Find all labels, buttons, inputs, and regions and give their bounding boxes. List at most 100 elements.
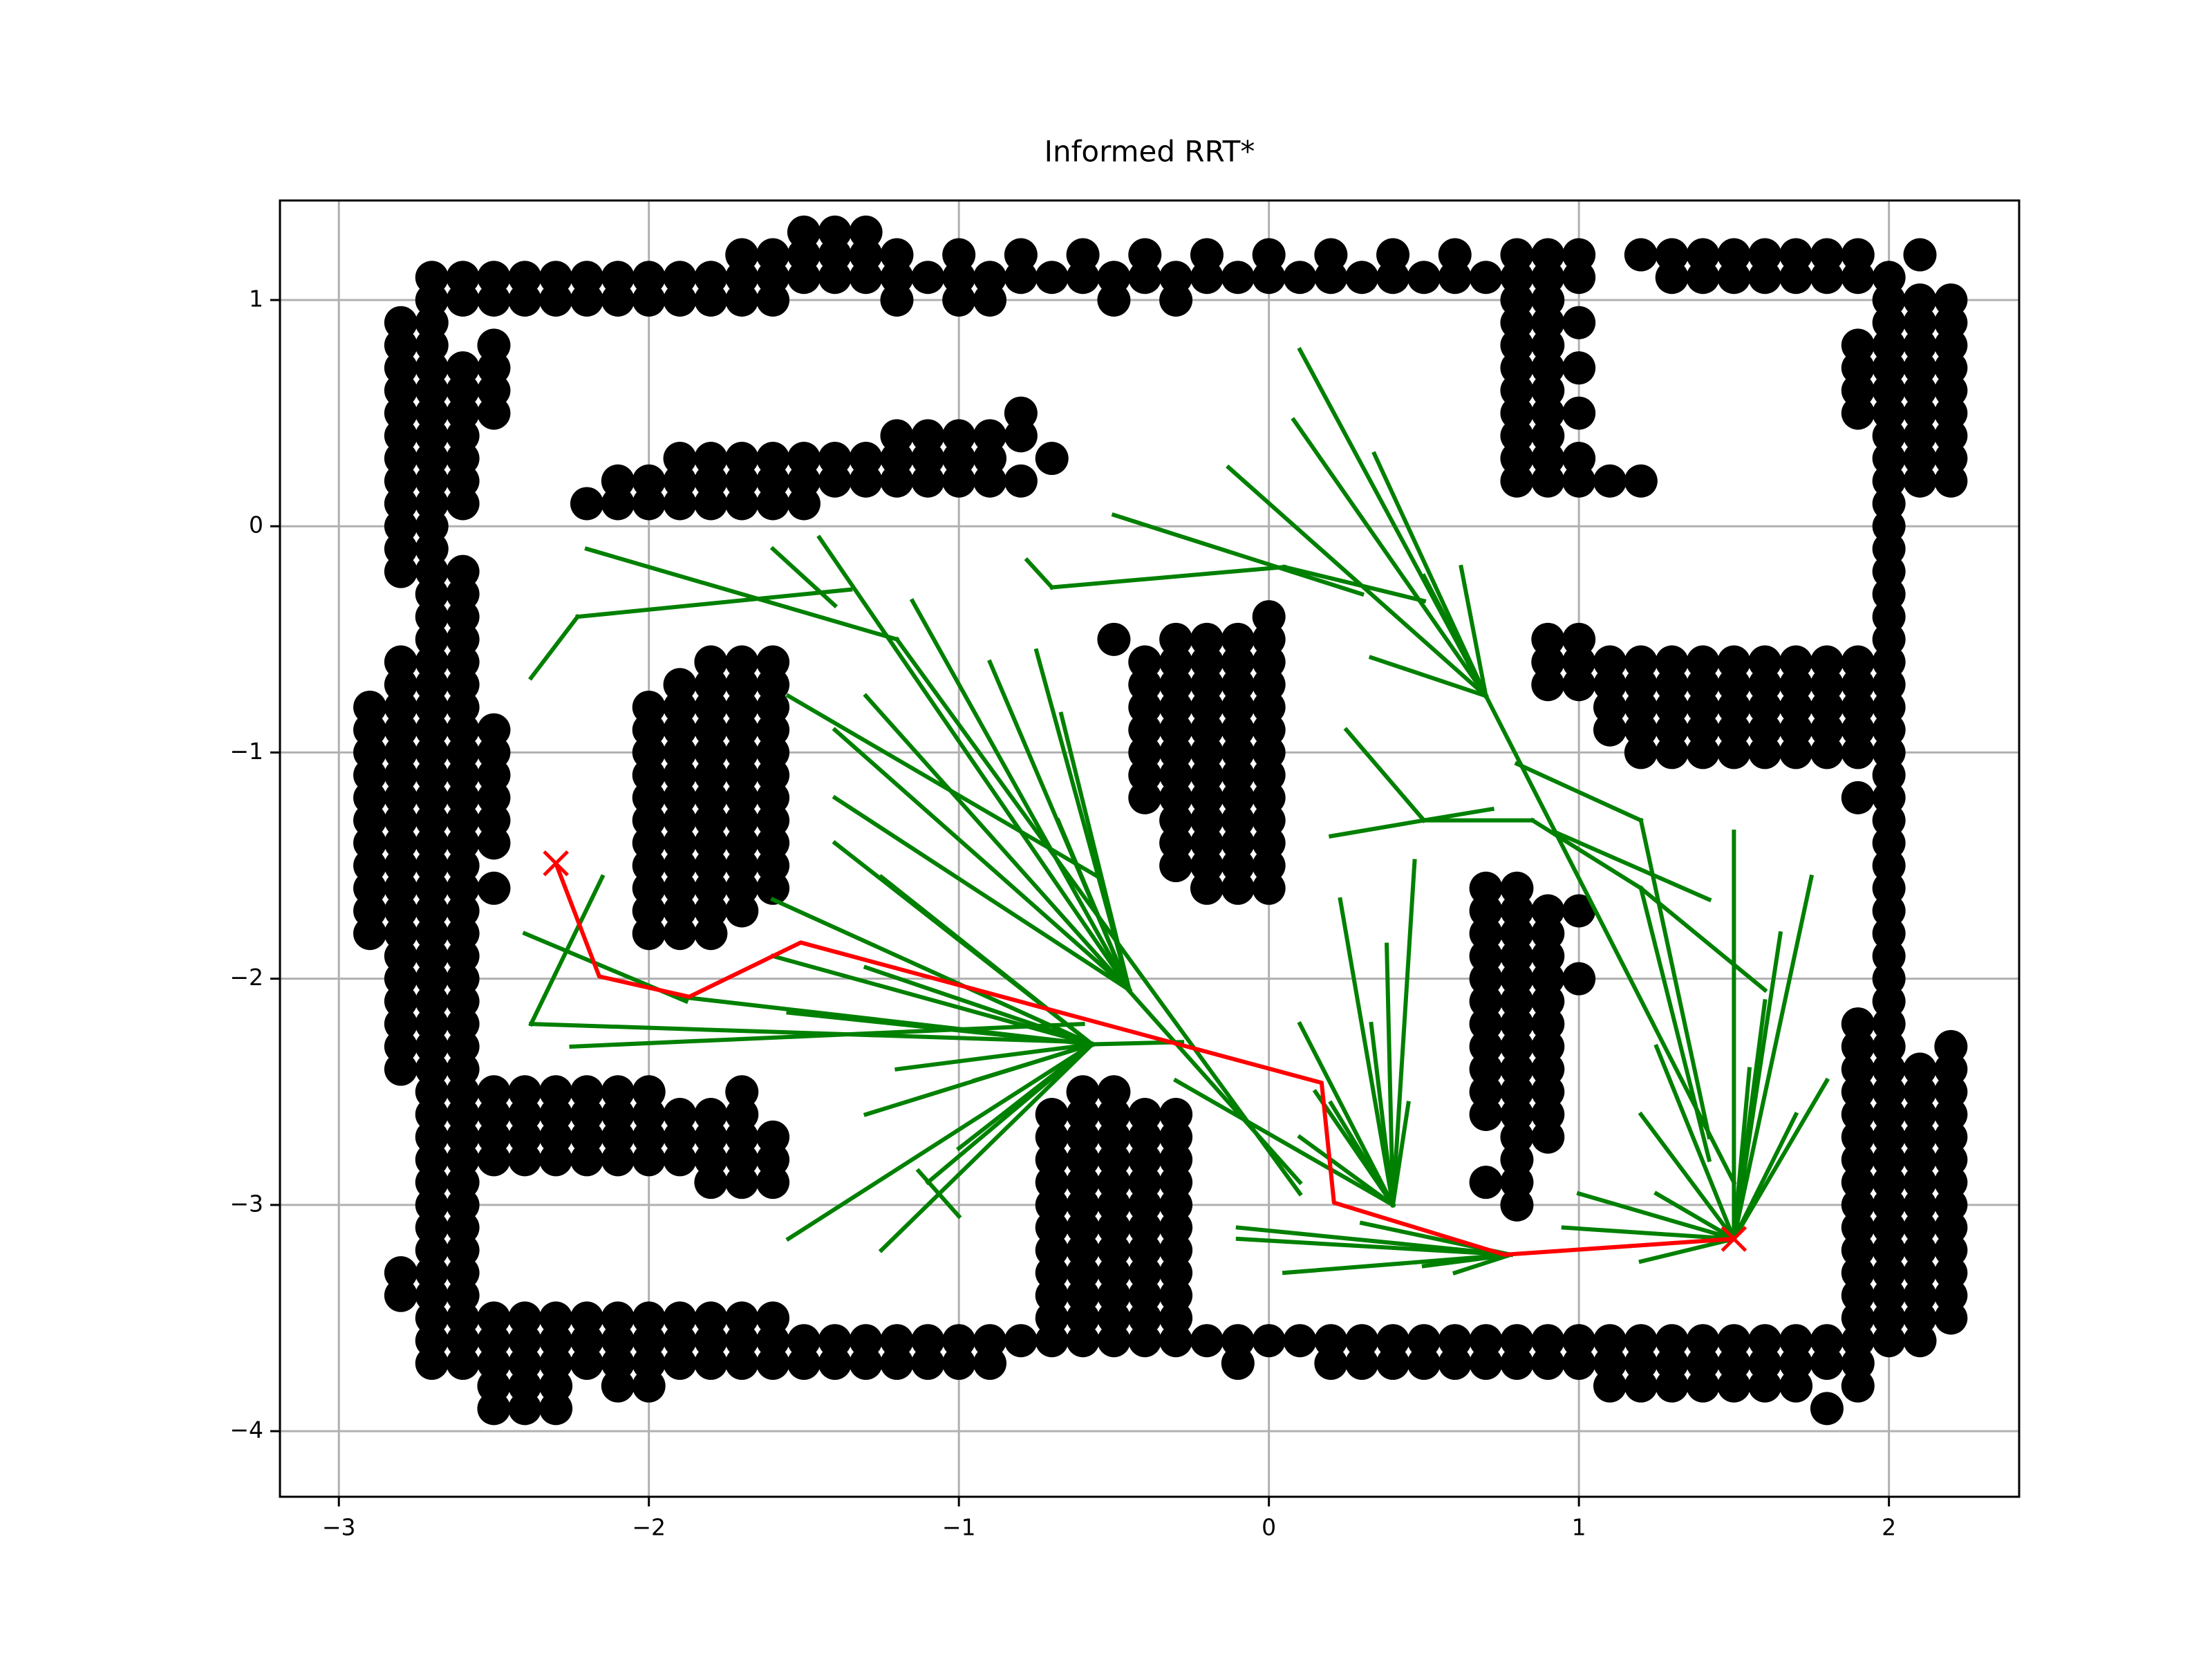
- obstacle-point: [1562, 306, 1596, 339]
- obstacle-point: [1159, 849, 1193, 883]
- obstacle-point: [632, 1143, 666, 1177]
- tree-edge: [1226, 464, 1489, 699]
- obstacle-point: [1159, 283, 1193, 317]
- obstacle-point: [477, 1143, 511, 1177]
- tree-edge: [785, 693, 1102, 880]
- obstacle-point: [1376, 261, 1410, 295]
- obstacle-point: [1190, 261, 1224, 295]
- obstacle-point: [818, 261, 852, 295]
- obstacle-point: [1717, 261, 1751, 295]
- axes-frame: [279, 199, 2021, 1498]
- tree-edge: [955, 1041, 1096, 1152]
- tree-edge: [1024, 557, 1055, 590]
- obstacle-point: [1624, 1369, 1658, 1403]
- tree-edge: [1421, 573, 1489, 699]
- tree-edge: [1653, 1191, 1737, 1242]
- obstacle-point: [694, 917, 728, 951]
- obstacle-point: [1190, 871, 1224, 905]
- tree-edge: [894, 636, 1303, 1197]
- obstacle-point: [756, 1346, 790, 1380]
- tree-edge: [785, 1041, 1096, 1242]
- obstacle-point: [911, 1346, 945, 1380]
- tree-edge: [1452, 1252, 1514, 1276]
- tree-edge: [1297, 1021, 1396, 1208]
- obstacle-point: [756, 1166, 790, 1199]
- obstacle-point: [911, 419, 945, 453]
- tree-edge: [1369, 1021, 1396, 1208]
- obstacle-point: [1903, 1324, 1937, 1358]
- obstacle-point: [1934, 464, 1968, 498]
- tree-edge: [1385, 942, 1396, 1207]
- obstacle-point: [1035, 442, 1069, 476]
- obstacle-point: [725, 283, 759, 317]
- obstacle-point: [1314, 261, 1348, 295]
- obstacle-point: [632, 464, 666, 498]
- obstacle-point: [1562, 261, 1596, 295]
- obstacle-point: [849, 1346, 883, 1380]
- obstacle-point: [756, 871, 790, 905]
- obstacle-point: [663, 442, 697, 476]
- obstacle-point: [1004, 396, 1038, 430]
- obstacle-point: [1903, 238, 1937, 272]
- obstacle-point: [1593, 713, 1627, 747]
- obstacle-point: [353, 917, 387, 951]
- tree-edge: [1529, 817, 1644, 891]
- obstacle-point: [787, 1346, 821, 1380]
- obstacle-point: [539, 1143, 573, 1177]
- tree-edge: [971, 1041, 1095, 1083]
- obstacle-point: [508, 283, 542, 317]
- obstacle-point: [384, 1278, 418, 1312]
- obstacle-point: [942, 283, 976, 317]
- obstacle-point: [1128, 781, 1162, 814]
- tree-edge: [1551, 829, 1712, 903]
- obstacle-point: [1655, 261, 1689, 295]
- obstacle-point: [1593, 464, 1627, 498]
- x-marker: [543, 850, 569, 877]
- obstacle-point: [1469, 1346, 1503, 1380]
- tree-edge: [915, 1168, 962, 1220]
- tree-edge: [1390, 859, 1417, 1208]
- obstacle-point: [1500, 464, 1534, 498]
- obstacle-point: [880, 1346, 914, 1380]
- tree-edge: [909, 598, 1132, 993]
- obstacle-point: [1190, 1324, 1224, 1358]
- obstacle-point: [415, 1346, 449, 1380]
- obstacle-point: [1252, 261, 1286, 295]
- tree-edge: [1731, 1077, 1830, 1242]
- obstacle-point: [1779, 1369, 1813, 1403]
- tree-edge: [770, 897, 1096, 1047]
- obstacle-point: [1066, 1324, 1100, 1358]
- obstacle-point: [663, 283, 697, 317]
- obstacle-point: [663, 917, 697, 951]
- obstacle-point: [1934, 1301, 1968, 1335]
- tree-edge: [1111, 512, 1365, 597]
- obstacle-point: [756, 442, 790, 476]
- obstacle-point: [570, 1346, 603, 1380]
- tree-edge: [1514, 760, 1644, 823]
- obstacle-point: [1686, 736, 1720, 769]
- path-line: [554, 862, 1734, 1257]
- obstacle-point: [1531, 668, 1565, 702]
- y-tick-label: 0: [249, 512, 263, 539]
- obstacle-point: [1717, 1369, 1751, 1403]
- obstacle-point: [1779, 736, 1813, 769]
- obstacle-point: [1159, 1324, 1193, 1358]
- obstacle-point: [446, 283, 480, 317]
- obstacle-point: [1562, 894, 1596, 928]
- obstacle-point: [477, 826, 511, 860]
- tree-edge: [1638, 886, 1712, 1163]
- obstacle-point: [1903, 464, 1937, 498]
- obstacle-point: [818, 1346, 852, 1380]
- obstacle-point: [570, 487, 603, 521]
- obstacle-point: [1500, 1188, 1534, 1222]
- obstacle-point: [1314, 1346, 1348, 1380]
- tree-edge: [832, 727, 1133, 993]
- obstacle-point: [508, 1392, 542, 1426]
- tree-edge: [878, 1041, 1096, 1253]
- obstacle-point: [725, 894, 759, 928]
- obstacle-point: [1810, 261, 1844, 295]
- obstacle-point: [1345, 261, 1379, 295]
- obstacle-point: [849, 442, 883, 476]
- tree-edge: [529, 1022, 1085, 1045]
